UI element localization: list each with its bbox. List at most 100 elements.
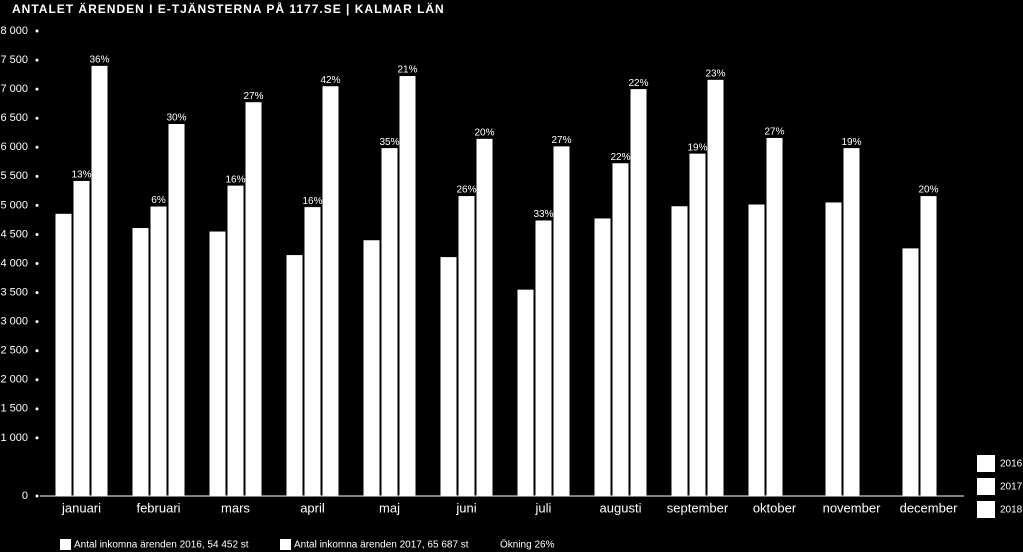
y-tick-label: 2 000 [0, 374, 28, 386]
y-tick-label: 3 500 [0, 286, 28, 298]
bar [553, 146, 570, 497]
y-tick-label: 4 000 [0, 257, 28, 269]
x-tick-label: juli [535, 500, 552, 515]
bar [91, 65, 108, 496]
y-tick-label: 0 [22, 490, 28, 502]
y-tick-label: 6 000 [0, 141, 28, 153]
growth-label: 27% [764, 127, 784, 138]
bar [363, 240, 380, 496]
bar [671, 206, 688, 496]
x-tick-label: december [900, 500, 958, 515]
growth-label: 27% [551, 135, 571, 146]
footnote-swatch [60, 539, 71, 550]
y-tick [35, 87, 39, 91]
y-tick [35, 494, 39, 498]
y-tick [35, 407, 39, 411]
y-tick [35, 232, 39, 236]
y-tick [35, 436, 39, 440]
growth-label: 23% [705, 68, 725, 79]
legend-label: 2018 [1000, 505, 1023, 516]
x-tick-label: april [300, 500, 325, 515]
bar [707, 79, 724, 496]
growth-label: 16% [225, 174, 245, 185]
bar [920, 196, 937, 496]
y-tick-label: 4 500 [0, 228, 28, 240]
x-tick-label: maj [379, 500, 400, 515]
legend-swatch [977, 501, 995, 518]
y-tick [35, 378, 39, 382]
footnote-swatch [280, 539, 291, 550]
bar [517, 289, 534, 496]
growth-label: 20% [918, 185, 938, 196]
growth-label: 13% [71, 170, 91, 181]
growth-label: 16% [302, 196, 322, 207]
growth-label: 19% [841, 137, 861, 148]
growth-label: 22% [610, 152, 630, 163]
bar [440, 257, 457, 496]
bar [399, 76, 416, 496]
bar [168, 124, 185, 496]
y-tick [35, 203, 39, 207]
x-tick-label: oktober [753, 500, 797, 515]
growth-label: 33% [533, 209, 553, 220]
growth-label: 27% [243, 91, 263, 102]
bar [825, 202, 842, 496]
bar [245, 102, 262, 496]
legend-swatch [977, 478, 995, 495]
y-tick-label: 7 000 [0, 83, 28, 95]
y-tick [35, 262, 39, 265]
y-tick [35, 349, 39, 353]
bar [322, 86, 339, 496]
y-tick [35, 116, 39, 120]
y-tick [35, 291, 39, 295]
footnote: Ökning 26% [500, 539, 555, 551]
x-tick-label: januari [61, 500, 101, 515]
growth-label: 21% [397, 65, 417, 76]
x-tick-label: augusti [600, 500, 642, 515]
bar [150, 206, 167, 496]
bar [227, 185, 244, 497]
bar [843, 148, 860, 496]
bar [286, 255, 303, 496]
footnote: Antal inkomna ärenden 2017, 65 687 st [294, 540, 469, 551]
y-tick [35, 320, 39, 324]
growth-label: 26% [456, 185, 476, 196]
footnote: Antal inkomna ärenden 2016, 54 452 st [74, 540, 249, 551]
growth-label: 6% [151, 195, 166, 206]
growth-label: 20% [474, 127, 494, 138]
x-tick-label: september [667, 500, 729, 515]
y-tick-label: 1 000 [0, 432, 28, 444]
y-tick-label: 5 500 [0, 170, 28, 182]
growth-label: 19% [687, 142, 707, 153]
legend-label: 2016 [1000, 459, 1023, 470]
y-tick-label: 6 500 [0, 112, 28, 124]
x-tick-label: mars [221, 500, 250, 515]
legend-swatch [977, 455, 995, 472]
growth-label: 22% [628, 78, 648, 89]
bar [612, 163, 629, 496]
y-tick-label: 5 000 [0, 199, 28, 211]
bar [132, 228, 149, 496]
y-tick [35, 29, 39, 33]
bar [458, 196, 475, 496]
y-tick-label: 2 500 [0, 345, 28, 357]
growth-label: 36% [89, 55, 109, 66]
bar [73, 180, 90, 496]
bar [476, 138, 493, 496]
bar [630, 89, 647, 496]
bar [689, 153, 706, 497]
y-tick [35, 58, 39, 62]
bar [902, 248, 919, 496]
bar [594, 218, 611, 496]
y-tick-label: 3 000 [0, 316, 28, 328]
growth-label: 42% [320, 75, 340, 86]
y-tick [35, 174, 39, 178]
y-tick-label: 7 500 [0, 54, 28, 66]
bar [748, 204, 765, 497]
y-tick [35, 145, 39, 149]
bar [55, 213, 72, 496]
growth-label: 30% [166, 113, 186, 124]
y-tick-label: 1 500 [0, 403, 28, 415]
bar [209, 231, 226, 496]
bar [766, 137, 783, 496]
